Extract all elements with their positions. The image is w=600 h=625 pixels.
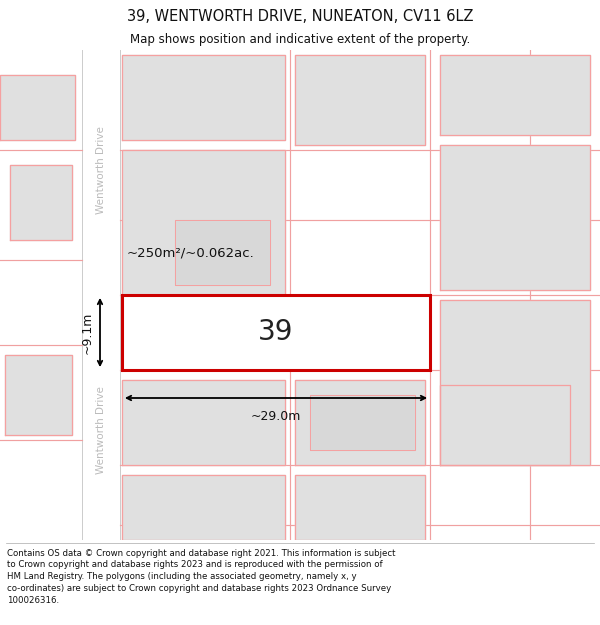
Text: Wentworth Drive: Wentworth Drive	[96, 386, 106, 474]
Polygon shape	[295, 380, 425, 465]
Polygon shape	[5, 355, 72, 435]
Text: 39: 39	[258, 319, 294, 346]
Polygon shape	[122, 55, 285, 140]
Polygon shape	[440, 55, 590, 135]
Polygon shape	[82, 50, 120, 540]
Text: 39, WENTWORTH DRIVE, NUNEATON, CV11 6LZ: 39, WENTWORTH DRIVE, NUNEATON, CV11 6LZ	[127, 9, 473, 24]
Polygon shape	[122, 380, 285, 465]
Polygon shape	[122, 475, 285, 540]
Polygon shape	[295, 55, 425, 145]
Polygon shape	[122, 295, 430, 370]
Text: Map shows position and indicative extent of the property.: Map shows position and indicative extent…	[130, 32, 470, 46]
Text: Wentworth Drive: Wentworth Drive	[96, 126, 106, 214]
Polygon shape	[440, 385, 570, 465]
Polygon shape	[10, 165, 72, 240]
Polygon shape	[295, 475, 425, 540]
Polygon shape	[0, 75, 75, 140]
Text: ~29.0m: ~29.0m	[251, 410, 301, 423]
Text: Contains OS data © Crown copyright and database right 2021. This information is : Contains OS data © Crown copyright and d…	[7, 549, 396, 605]
Text: ~250m²/~0.062ac.: ~250m²/~0.062ac.	[127, 246, 255, 259]
Polygon shape	[440, 145, 590, 290]
Polygon shape	[175, 220, 270, 285]
Text: ~9.1m: ~9.1m	[81, 311, 94, 354]
Bar	[122, 295, 430, 370]
Polygon shape	[310, 395, 415, 450]
Polygon shape	[440, 300, 590, 465]
Polygon shape	[122, 150, 285, 295]
